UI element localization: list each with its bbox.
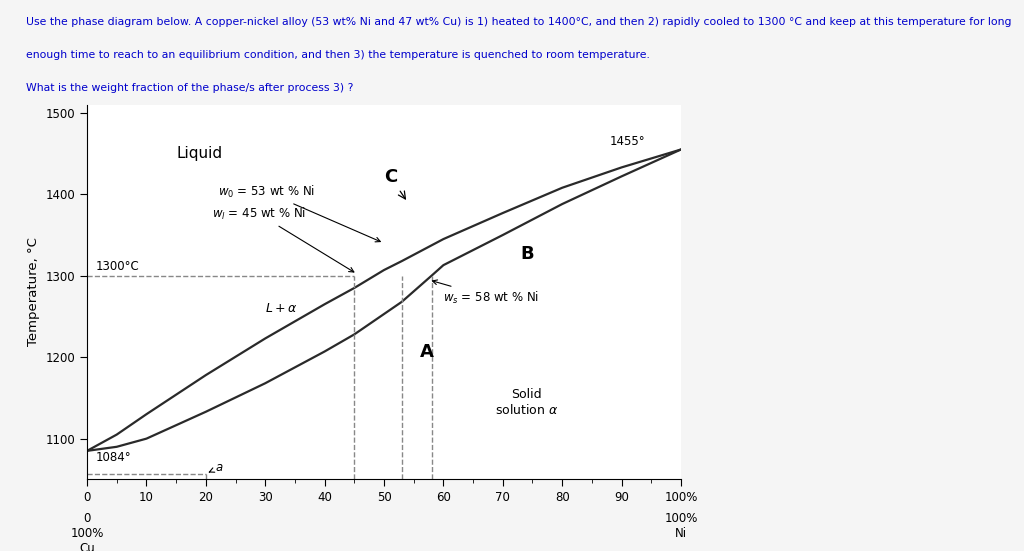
- Text: $w_l$ = 45 wt % Ni: $w_l$ = 45 wt % Ni: [212, 206, 354, 272]
- Text: $w_s$ = 58 wt % Ni: $w_s$ = 58 wt % Ni: [432, 280, 540, 306]
- Text: Liquid: Liquid: [176, 145, 222, 161]
- Text: Use the phase diagram below. A copper-nickel alloy (53 wt% Ni and 47 wt% Cu) is : Use the phase diagram below. A copper-ni…: [26, 17, 1011, 26]
- Text: A: A: [420, 343, 433, 361]
- Y-axis label: Temperature, °C: Temperature, °C: [27, 237, 40, 347]
- Text: 1455°: 1455°: [609, 134, 645, 148]
- Text: $L+\alpha$: $L+\alpha$: [265, 302, 298, 315]
- Text: B: B: [520, 245, 535, 263]
- Text: 100%
Ni: 100% Ni: [665, 512, 697, 541]
- Text: $a$: $a$: [209, 461, 223, 474]
- Text: 0
100%
Cu: 0 100% Cu: [71, 512, 103, 551]
- Text: enough time to reach to an equilibrium condition, and then 3) the temperature is: enough time to reach to an equilibrium c…: [26, 50, 649, 60]
- Text: Solid
solution $\alpha$: Solid solution $\alpha$: [495, 388, 558, 417]
- Text: 1300°C: 1300°C: [96, 260, 139, 273]
- Text: C: C: [384, 168, 406, 199]
- Text: 1084°: 1084°: [96, 451, 131, 464]
- Text: What is the weight fraction of the phase/s after process 3) ?: What is the weight fraction of the phase…: [26, 83, 353, 93]
- Text: $w_0$ = 53 wt % Ni: $w_0$ = 53 wt % Ni: [218, 184, 380, 242]
